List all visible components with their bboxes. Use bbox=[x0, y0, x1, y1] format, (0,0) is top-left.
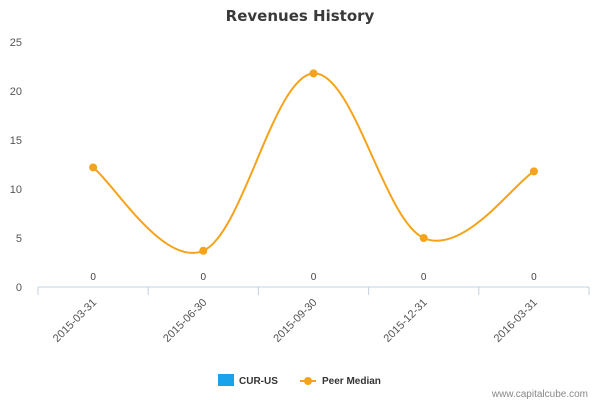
legend-label-peer-median: Peer Median bbox=[322, 376, 381, 387]
x-tick-label: 2015-09-30 bbox=[271, 297, 319, 345]
bar-data-label: 0 bbox=[311, 272, 317, 283]
y-tick-label: 15 bbox=[10, 135, 22, 147]
bar-data-labels: 0 0 0 0 0 bbox=[90, 272, 537, 283]
peer-median-point[interactable] bbox=[419, 234, 428, 242]
peer-median-series bbox=[89, 69, 538, 255]
legend-label-cur-us: CUR-US bbox=[239, 376, 278, 387]
legend-marker-peer-median bbox=[304, 377, 312, 385]
bar-data-label: 0 bbox=[201, 272, 207, 283]
y-tick-label: 20 bbox=[10, 86, 22, 98]
legend-swatch-cur-us bbox=[218, 374, 234, 386]
y-tick-label: 10 bbox=[10, 184, 22, 196]
x-tick-label: 2015-06-30 bbox=[161, 297, 209, 345]
legend-item-cur-us[interactable]: CUR-US bbox=[218, 374, 278, 387]
x-tick-label: 2015-03-31 bbox=[51, 297, 99, 345]
x-tick-label: 2016-03-31 bbox=[492, 297, 540, 345]
peer-median-line bbox=[92, 72, 535, 254]
peer-median-point[interactable] bbox=[199, 246, 208, 255]
chart-title: Revenues History bbox=[226, 7, 375, 25]
bar-data-label: 0 bbox=[421, 272, 427, 283]
legend: CUR-US Peer Median bbox=[218, 374, 381, 387]
bar-data-label: 0 bbox=[531, 272, 537, 283]
y-tick-label: 5 bbox=[16, 233, 22, 245]
peer-median-point[interactable] bbox=[309, 69, 318, 78]
y-tick-label: 0 bbox=[16, 282, 22, 294]
bar-data-label: 0 bbox=[90, 272, 96, 283]
y-tick-label: 25 bbox=[10, 37, 22, 49]
watermark-text: www.capitalcube.com bbox=[491, 389, 588, 400]
peer-median-point[interactable] bbox=[89, 163, 98, 172]
legend-item-peer-median[interactable]: Peer Median bbox=[300, 376, 381, 387]
x-tick-label: 2015-12-31 bbox=[382, 297, 430, 345]
y-axis: 0 5 10 15 20 25 bbox=[10, 37, 22, 294]
x-axis: 2015-03-31 2015-06-30 2015-09-30 2015-12-31… bbox=[37, 286, 590, 345]
peer-median-point[interactable] bbox=[529, 167, 538, 176]
